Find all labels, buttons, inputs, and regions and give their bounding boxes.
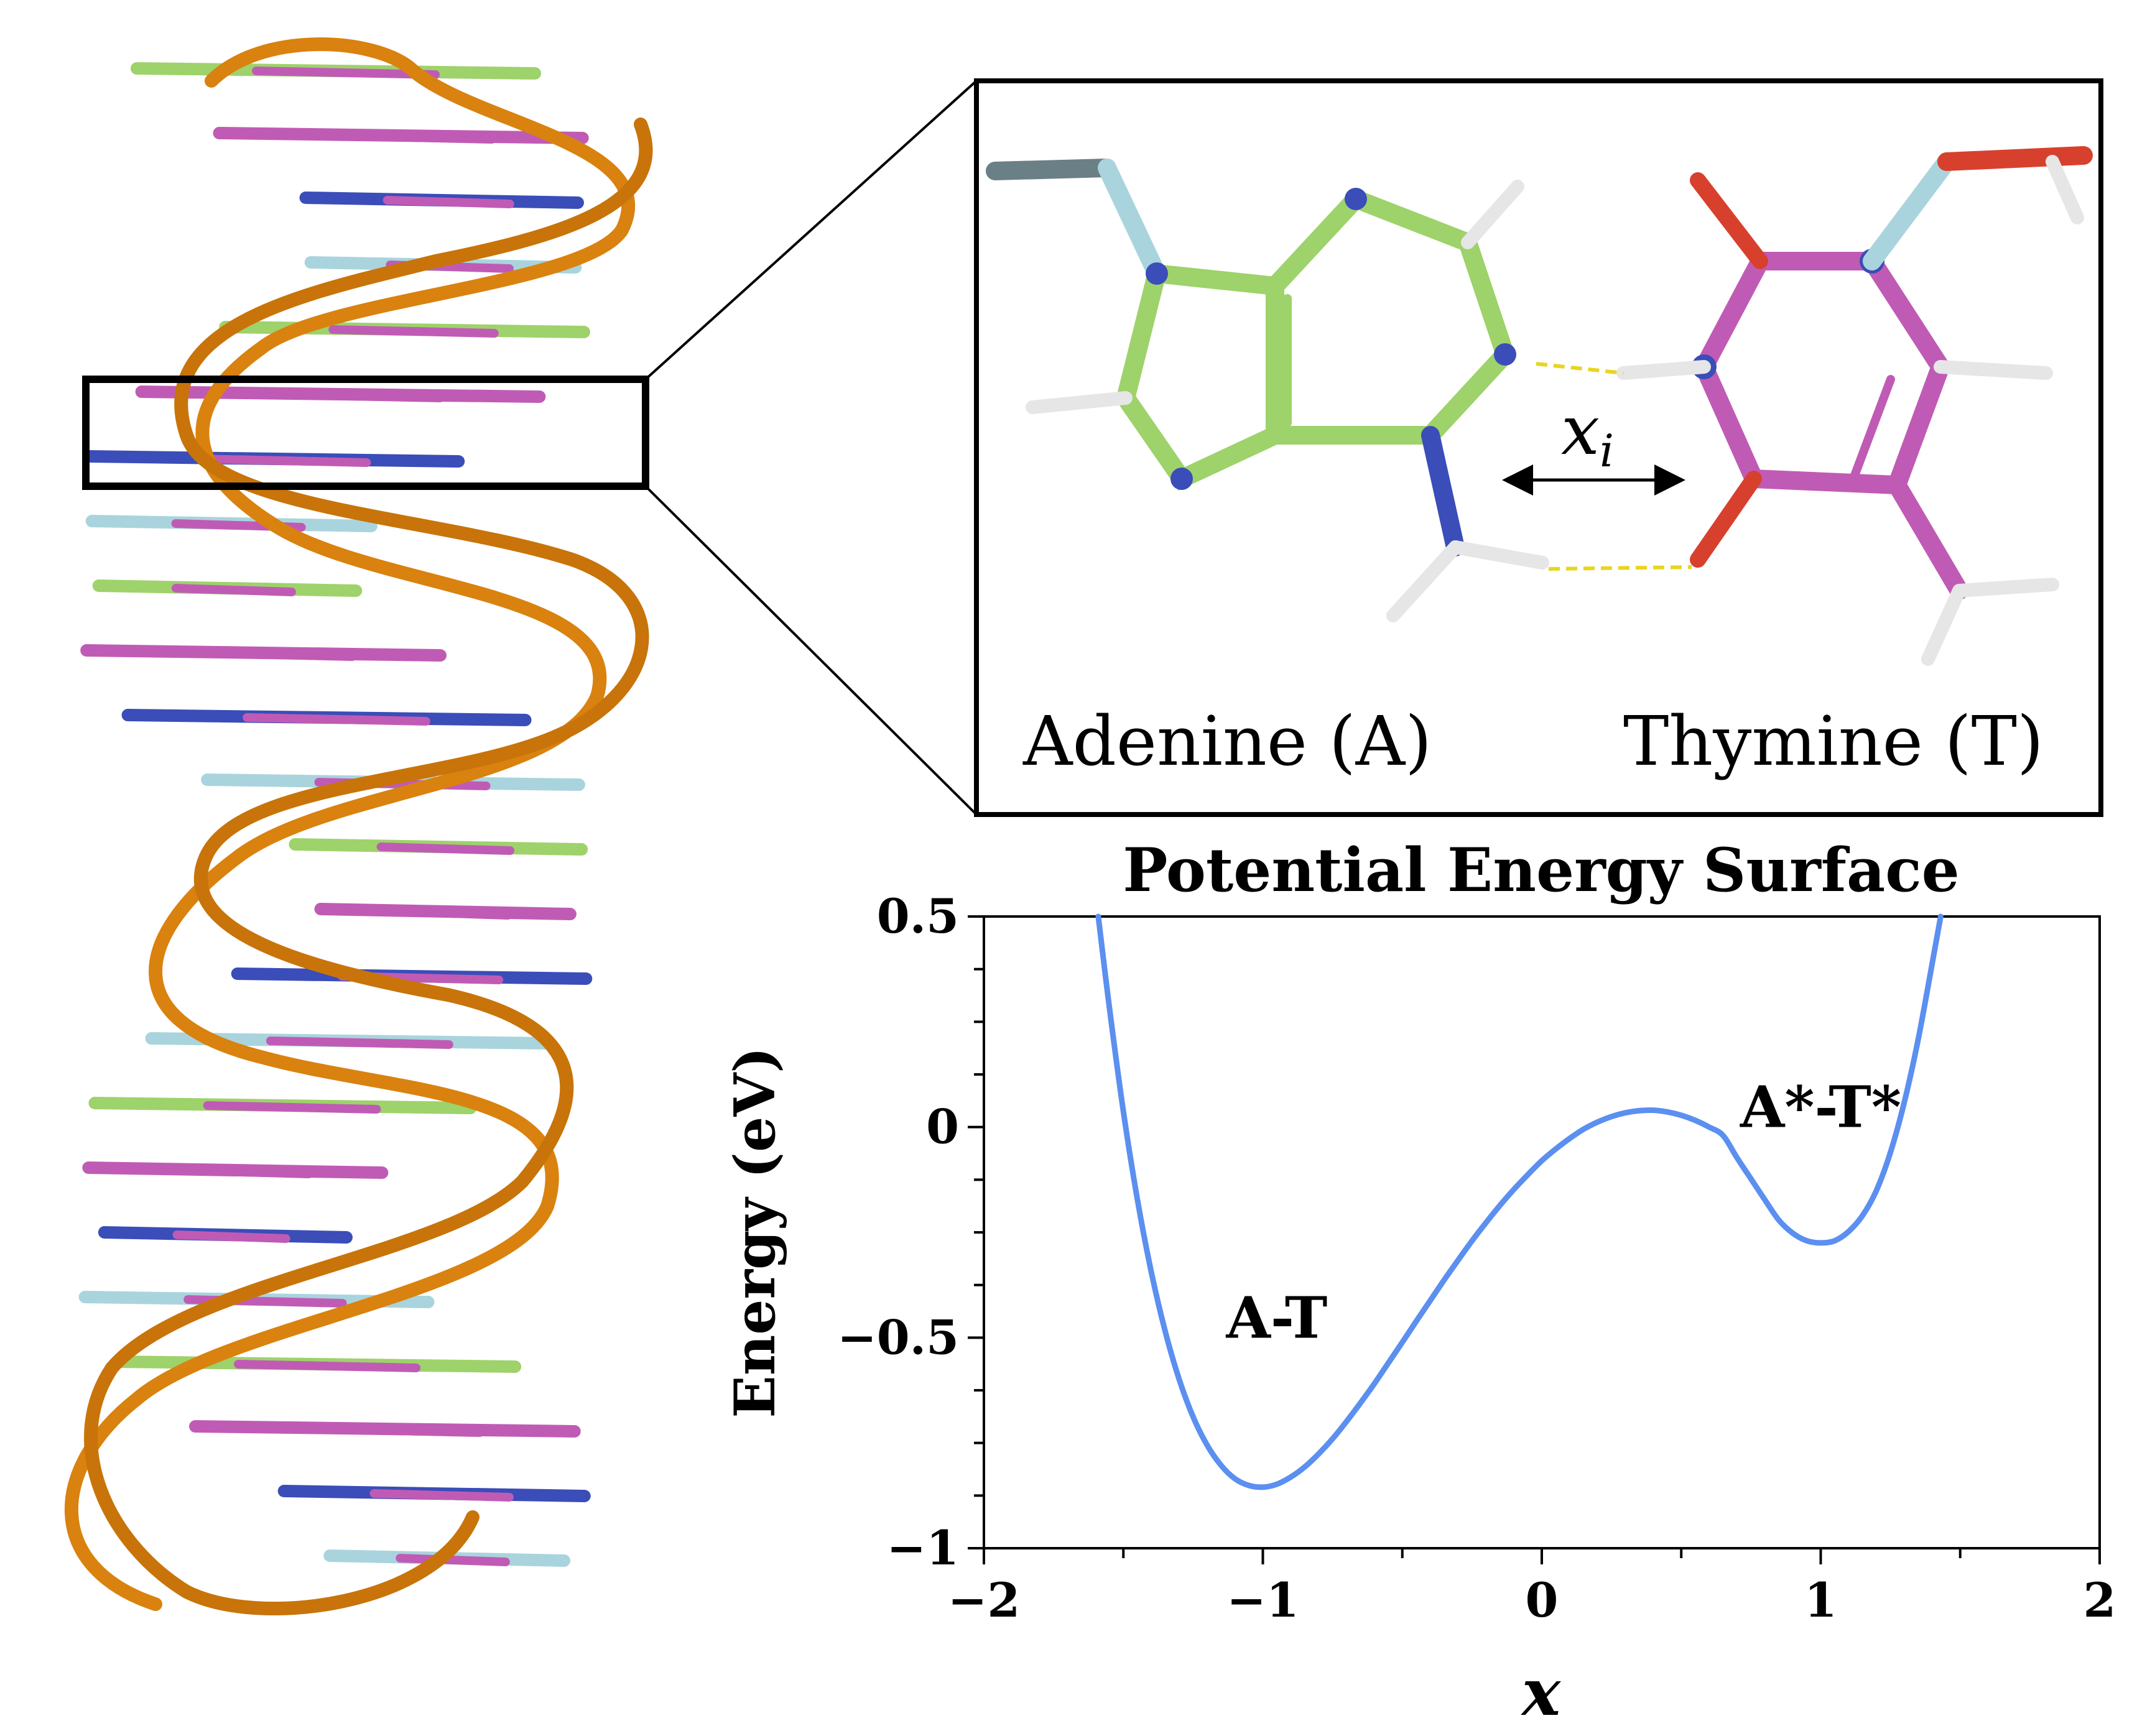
x-axis-ticks xyxy=(983,1548,2101,1564)
base-pair-inset: xi Adenine (A) Thymine (T) xyxy=(974,78,2103,817)
base-pair-rung xyxy=(234,1360,421,1372)
x-tick-label: 1 xyxy=(1804,1572,1837,1628)
dna-backbone-strand-2 xyxy=(84,118,653,1615)
y-tick-label: 0 xyxy=(926,1099,959,1155)
x-tick-label: 2 xyxy=(2083,1572,2116,1628)
base-pair-rung xyxy=(203,1101,381,1114)
plot-frame xyxy=(983,915,2101,1549)
chart-annotation: A-T xyxy=(1226,1284,1328,1351)
thymine-label: Thymine (T) xyxy=(1623,701,2044,781)
thymine-molecule xyxy=(1616,146,2093,666)
energy-curve xyxy=(1095,913,1944,1490)
base-pair-rung xyxy=(266,1037,453,1049)
y-tick-label: −1 xyxy=(886,1520,959,1576)
base-pair-rung xyxy=(328,325,499,338)
base-pair-rung xyxy=(252,67,440,79)
base-pair-rung xyxy=(391,907,512,920)
base-pair-rung xyxy=(243,713,430,726)
base-pair-rung xyxy=(172,1166,313,1178)
y-axis-tick-labels: −1 −0.5 0 0.5 xyxy=(837,889,959,1576)
y-axis-label: Energy (eV) xyxy=(722,1046,788,1418)
base-pair-rung xyxy=(382,196,514,208)
y-tick-label: −0.5 xyxy=(837,1309,959,1365)
x-tick-label: 0 xyxy=(1526,1572,1559,1628)
base-pair-rung xyxy=(369,1489,514,1502)
base-pair-rung xyxy=(304,1424,484,1437)
potential-energy-chart: Potential Energy Surface −2 −1 0 1 2 −1−0.50… xyxy=(722,835,2116,1730)
x-tick-label: −1 xyxy=(1226,1572,1299,1628)
base-pair-rung xyxy=(188,649,356,661)
base-pair-rung xyxy=(323,131,496,144)
zoom-line-bottom xyxy=(644,485,978,816)
distance-label: xi xyxy=(1561,390,1614,477)
base-pair-rung xyxy=(171,584,296,596)
hydrogen-bond-1 xyxy=(1536,362,1624,375)
x-tick-label: −2 xyxy=(948,1572,1021,1628)
y-tick-label: 0.5 xyxy=(877,889,959,944)
chart-annotation: A*-T* xyxy=(1740,1074,1901,1141)
dna-helix-illustration xyxy=(64,37,978,1615)
x-axis-tick-labels: −2 −1 0 1 2 xyxy=(948,1572,2116,1628)
base-pair-rung xyxy=(197,455,371,467)
zoom-line-top xyxy=(644,80,978,381)
adenine-label: Adenine (A) xyxy=(1022,701,1432,781)
base-pair-rung xyxy=(256,390,445,402)
base-pair-rung xyxy=(376,843,514,855)
x-axis-label: x xyxy=(1521,1654,1561,1730)
adenine-molecule xyxy=(986,159,1549,622)
chart-annotations: A-T A*-T* xyxy=(1226,1074,1901,1352)
base-pair-rung xyxy=(396,1554,510,1566)
chart-title: Potential Energy Surface xyxy=(1123,835,1959,905)
highlight-box xyxy=(82,376,649,490)
y-axis-ticks xyxy=(968,915,984,1549)
hydrogen-bond-2 xyxy=(1548,565,1692,571)
base-pair-rung xyxy=(172,1230,290,1243)
distance-subscript: i xyxy=(1600,425,1614,477)
